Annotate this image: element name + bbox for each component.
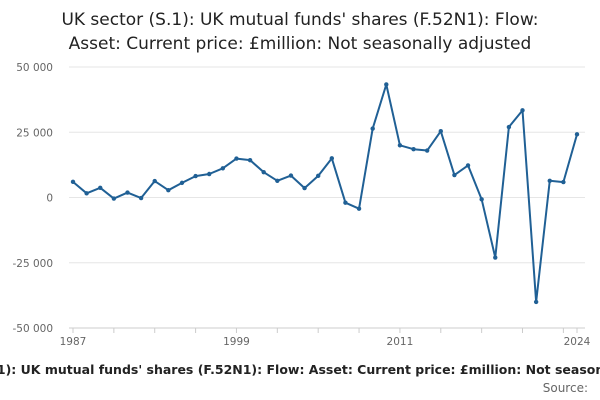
source-note: Source: (543, 381, 588, 395)
data-point (138, 195, 144, 201)
data-point (125, 190, 130, 195)
x-tick-label: 1999 (223, 336, 250, 348)
data-point (98, 185, 103, 191)
data-point (452, 172, 457, 178)
data-point (574, 132, 580, 137)
data-point (370, 126, 375, 131)
data-point (356, 206, 362, 211)
data-point (465, 163, 471, 168)
data-point (315, 173, 321, 179)
y-tick-label: -25 000 (12, 258, 53, 270)
x-tick-label: 1987 (60, 336, 87, 348)
series-flow (70, 82, 580, 305)
data-point (506, 124, 512, 130)
y-tick-label: -50 000 (12, 323, 53, 335)
grid-lines (69, 66, 585, 329)
x-tick-label: 2011 (387, 336, 414, 348)
data-point (261, 169, 266, 175)
chart-title: UK sector (S.1): UK mutual funds' shares… (61, 10, 538, 54)
source-label: Source: (543, 381, 588, 395)
data-point (302, 185, 307, 191)
y-axis: 50 000 25 000 0 -25 000 -50 000 (12, 62, 53, 335)
chart-title-line: Asset: Current price: £million: Not seas… (69, 34, 532, 54)
data-point (152, 178, 157, 184)
data-point (247, 157, 253, 163)
data-point (288, 173, 294, 178)
data-point (397, 143, 403, 148)
data-point (424, 148, 430, 153)
x-axis: 1987 1999 2011 2024 (60, 327, 591, 348)
data-point (193, 173, 198, 179)
x-tick-label: 2024 (564, 336, 591, 348)
data-point (275, 178, 280, 183)
data-point (411, 147, 416, 152)
series-line (72, 83, 578, 303)
data-point (561, 179, 566, 185)
data-point (234, 156, 239, 161)
data-point (384, 82, 389, 87)
data-point (166, 187, 171, 193)
data-point (520, 108, 525, 113)
data-point (179, 180, 185, 186)
data-point (343, 200, 348, 205)
data-point (70, 179, 76, 185)
legend: UK sector (S.1): UK mutual funds' shares… (0, 362, 600, 377)
data-point (111, 196, 117, 201)
data-point (493, 255, 498, 260)
data-point (84, 191, 89, 196)
data-point (220, 166, 226, 171)
y-tick-label: 50 000 (16, 62, 53, 74)
y-tick-label: 0 (46, 193, 53, 205)
data-point (479, 197, 484, 202)
data-point (533, 299, 539, 305)
data-point (438, 129, 443, 134)
chart-title-line: UK sector (S.1): UK mutual funds' shares… (61, 10, 538, 30)
y-tick-label: 25 000 (16, 127, 53, 139)
legend-label: UK sector (S.1): UK mutual funds' shares… (0, 362, 600, 377)
data-point (207, 171, 212, 177)
data-point (329, 156, 335, 161)
data-point (547, 178, 552, 183)
